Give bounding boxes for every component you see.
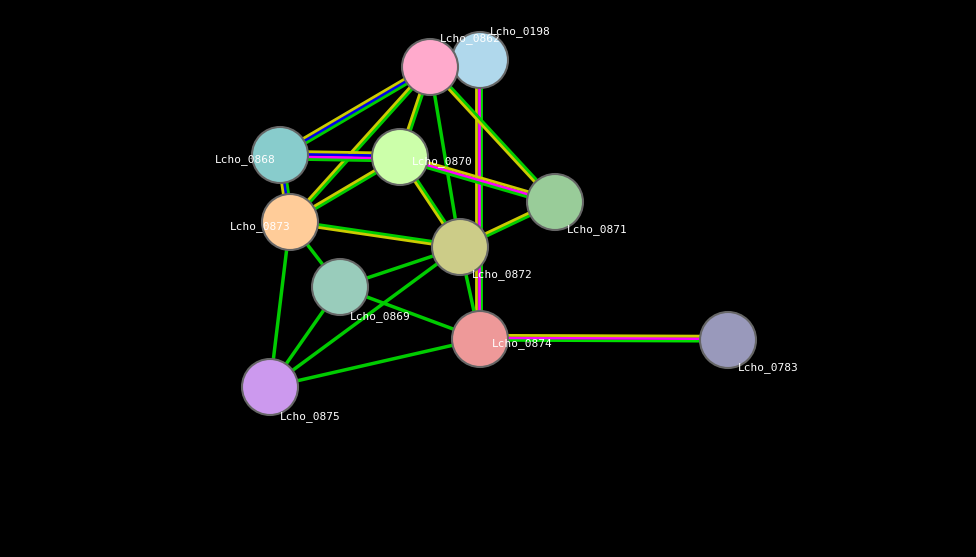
Circle shape — [372, 129, 428, 185]
Circle shape — [452, 32, 508, 88]
Text: Lcho_0869: Lcho_0869 — [350, 311, 411, 323]
Circle shape — [432, 219, 488, 275]
Text: Lcho_0872: Lcho_0872 — [472, 270, 533, 281]
Text: Lcho_0862: Lcho_0862 — [440, 33, 501, 45]
Text: Lcho_0198: Lcho_0198 — [490, 27, 550, 37]
Text: Lcho_0871: Lcho_0871 — [567, 224, 628, 236]
Text: Lcho_0870: Lcho_0870 — [412, 157, 472, 168]
Text: Lcho_0783: Lcho_0783 — [738, 363, 798, 373]
Circle shape — [242, 359, 298, 415]
Circle shape — [252, 127, 308, 183]
Circle shape — [700, 312, 756, 368]
Text: Lcho_0875: Lcho_0875 — [280, 412, 341, 422]
Circle shape — [262, 194, 318, 250]
Text: Lcho_0868: Lcho_0868 — [215, 154, 276, 165]
Circle shape — [452, 311, 508, 367]
Text: Lcho_0874: Lcho_0874 — [492, 339, 552, 349]
Circle shape — [312, 259, 368, 315]
Circle shape — [402, 39, 458, 95]
Circle shape — [527, 174, 583, 230]
Text: Lcho_0873: Lcho_0873 — [230, 222, 291, 232]
